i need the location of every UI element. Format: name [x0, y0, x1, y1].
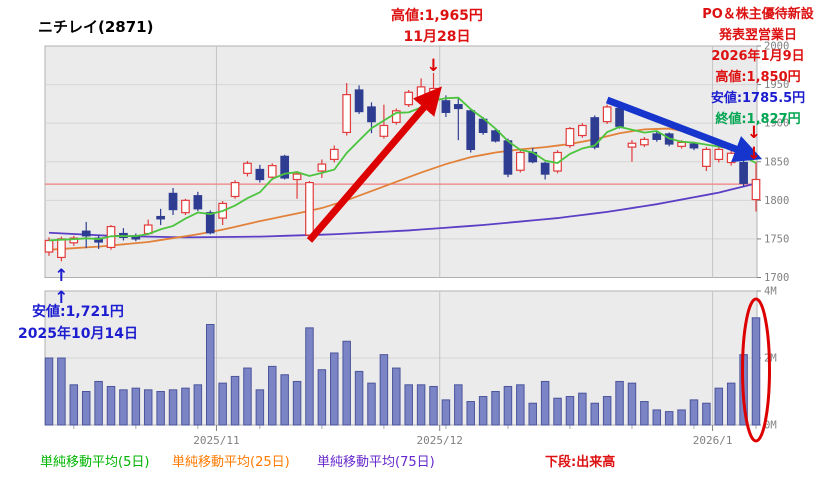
low-up-arrow-icon: ↑ — [54, 266, 68, 286]
peak-high-label: 高値:1,965円 — [391, 8, 483, 24]
event-low: 安値:1785.5円 — [710, 91, 806, 106]
volume-caption: 下段:出来高 — [545, 455, 616, 470]
svg-text:1950: 1950 — [764, 79, 789, 91]
event-date: 2026年1月9日 — [711, 49, 805, 64]
volume-highlight-ellipse — [741, 297, 771, 443]
date-labels: 2025/11 2025/12 2026/1 — [193, 434, 732, 447]
rally-arrow — [306, 86, 442, 243]
event-annotation: PO＆株主優待新設 発表翌営業日 2026年1月9日 高値:1,850円 安値:… — [684, 4, 832, 130]
event-high: 高値:1,850円 — [715, 70, 801, 85]
low-price-label: 安値:1,721円 — [32, 304, 124, 320]
svg-text:1800: 1800 — [764, 195, 789, 207]
month-gridlines — [73, 46, 757, 431]
svg-text:1700: 1700 — [764, 272, 789, 284]
ma5-line — [48, 96, 757, 242]
last-down-arrow-icon: ↓ — [747, 144, 761, 164]
event-close: 終値:1,827円 — [715, 112, 801, 127]
legend-ma75: 単純移動平均(75日) — [317, 455, 435, 470]
low-up-arrow-icon: ↑ — [54, 288, 68, 308]
svg-text:2025/12: 2025/12 — [417, 434, 463, 447]
peak-down-arrow-icon: ↓ — [426, 56, 440, 76]
ma75-line — [48, 182, 757, 239]
svg-text:0M: 0M — [764, 420, 777, 432]
legend-ma5: 単純移動平均(5日) — [40, 455, 150, 470]
svg-text:1900: 1900 — [764, 118, 789, 130]
event-line1: PO＆株主優待新設 — [702, 7, 814, 22]
svg-text:1850: 1850 — [764, 156, 789, 168]
peak-date-label: 11月28日 — [403, 29, 471, 45]
svg-text:1750: 1750 — [764, 233, 789, 245]
low-annotation: 安値:1,721円 2025年10月14日 — [2, 301, 154, 345]
decline-arrow — [605, 96, 763, 163]
last-down-arrow-icon: ↓ — [747, 123, 761, 143]
svg-text:2026/1: 2026/1 — [693, 434, 733, 447]
svg-text:2025/11: 2025/11 — [193, 434, 239, 447]
event-line2: 発表翌営業日 — [718, 28, 797, 43]
price-axis-labels: 2000 1950 1900 1850 1800 1750 1700 — [757, 41, 789, 284]
legend-ma25: 単純移動平均(25日) — [172, 455, 290, 470]
page-title: ニチレイ(2871) — [38, 18, 154, 36]
low-date-label: 2025年10月14日 — [18, 326, 138, 342]
peak-annotation: 高値:1,965円 11月28日 — [357, 6, 517, 48]
svg-text:2000: 2000 — [764, 41, 789, 53]
svg-text:4M: 4M — [764, 286, 777, 298]
